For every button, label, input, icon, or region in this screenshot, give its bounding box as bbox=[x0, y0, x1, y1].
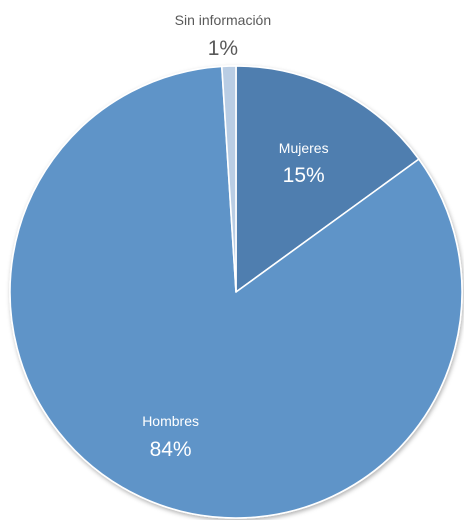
slice-value-mujeres: 15% bbox=[283, 164, 325, 187]
labels-group: Mujeres 15% Hombres 84% Sin información 1% bbox=[142, 12, 328, 461]
pie-slice-sin-informacion bbox=[221, 65, 237, 293]
slice-value-hombres: 84% bbox=[150, 438, 192, 461]
pie-slice-mujeres bbox=[235, 65, 420, 293]
slice-value-sin-informacion: 1% bbox=[208, 37, 238, 60]
slice-label-hombres: Hombres bbox=[142, 413, 199, 429]
slice-label-mujeres: Mujeres bbox=[279, 140, 329, 156]
slice-label-sin-informacion: Sin información bbox=[175, 12, 272, 28]
slices-group bbox=[9, 65, 463, 519]
